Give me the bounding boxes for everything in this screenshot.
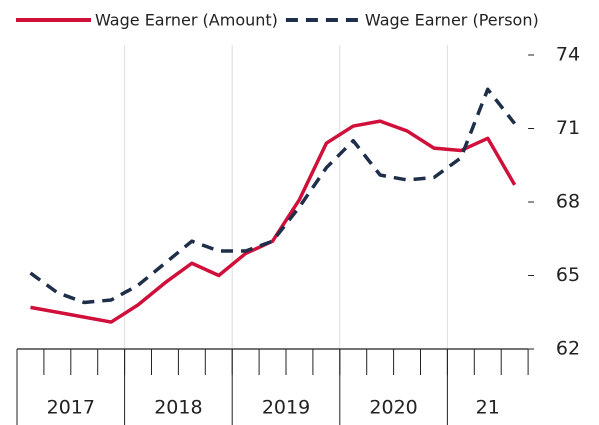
x-group-label: 2019 (262, 397, 310, 419)
legend-label: Wage Earner (Person) (365, 11, 539, 30)
y-tick-label: 62 (556, 338, 580, 360)
y-tick-label: 71 (556, 117, 580, 139)
y-tick-label: 68 (556, 191, 580, 213)
y-tick-label: 65 (556, 264, 580, 286)
x-group-label: 21 (476, 397, 500, 419)
y-tick-label: 74 (556, 44, 580, 66)
x-group-label: 2017 (47, 397, 95, 419)
x-group-label: 2020 (369, 397, 417, 419)
series-line (29, 87, 517, 305)
legend-label: Wage Earner (Amount) (95, 11, 278, 30)
series-line (30, 119, 517, 324)
x-group-label: 2018 (154, 397, 202, 419)
